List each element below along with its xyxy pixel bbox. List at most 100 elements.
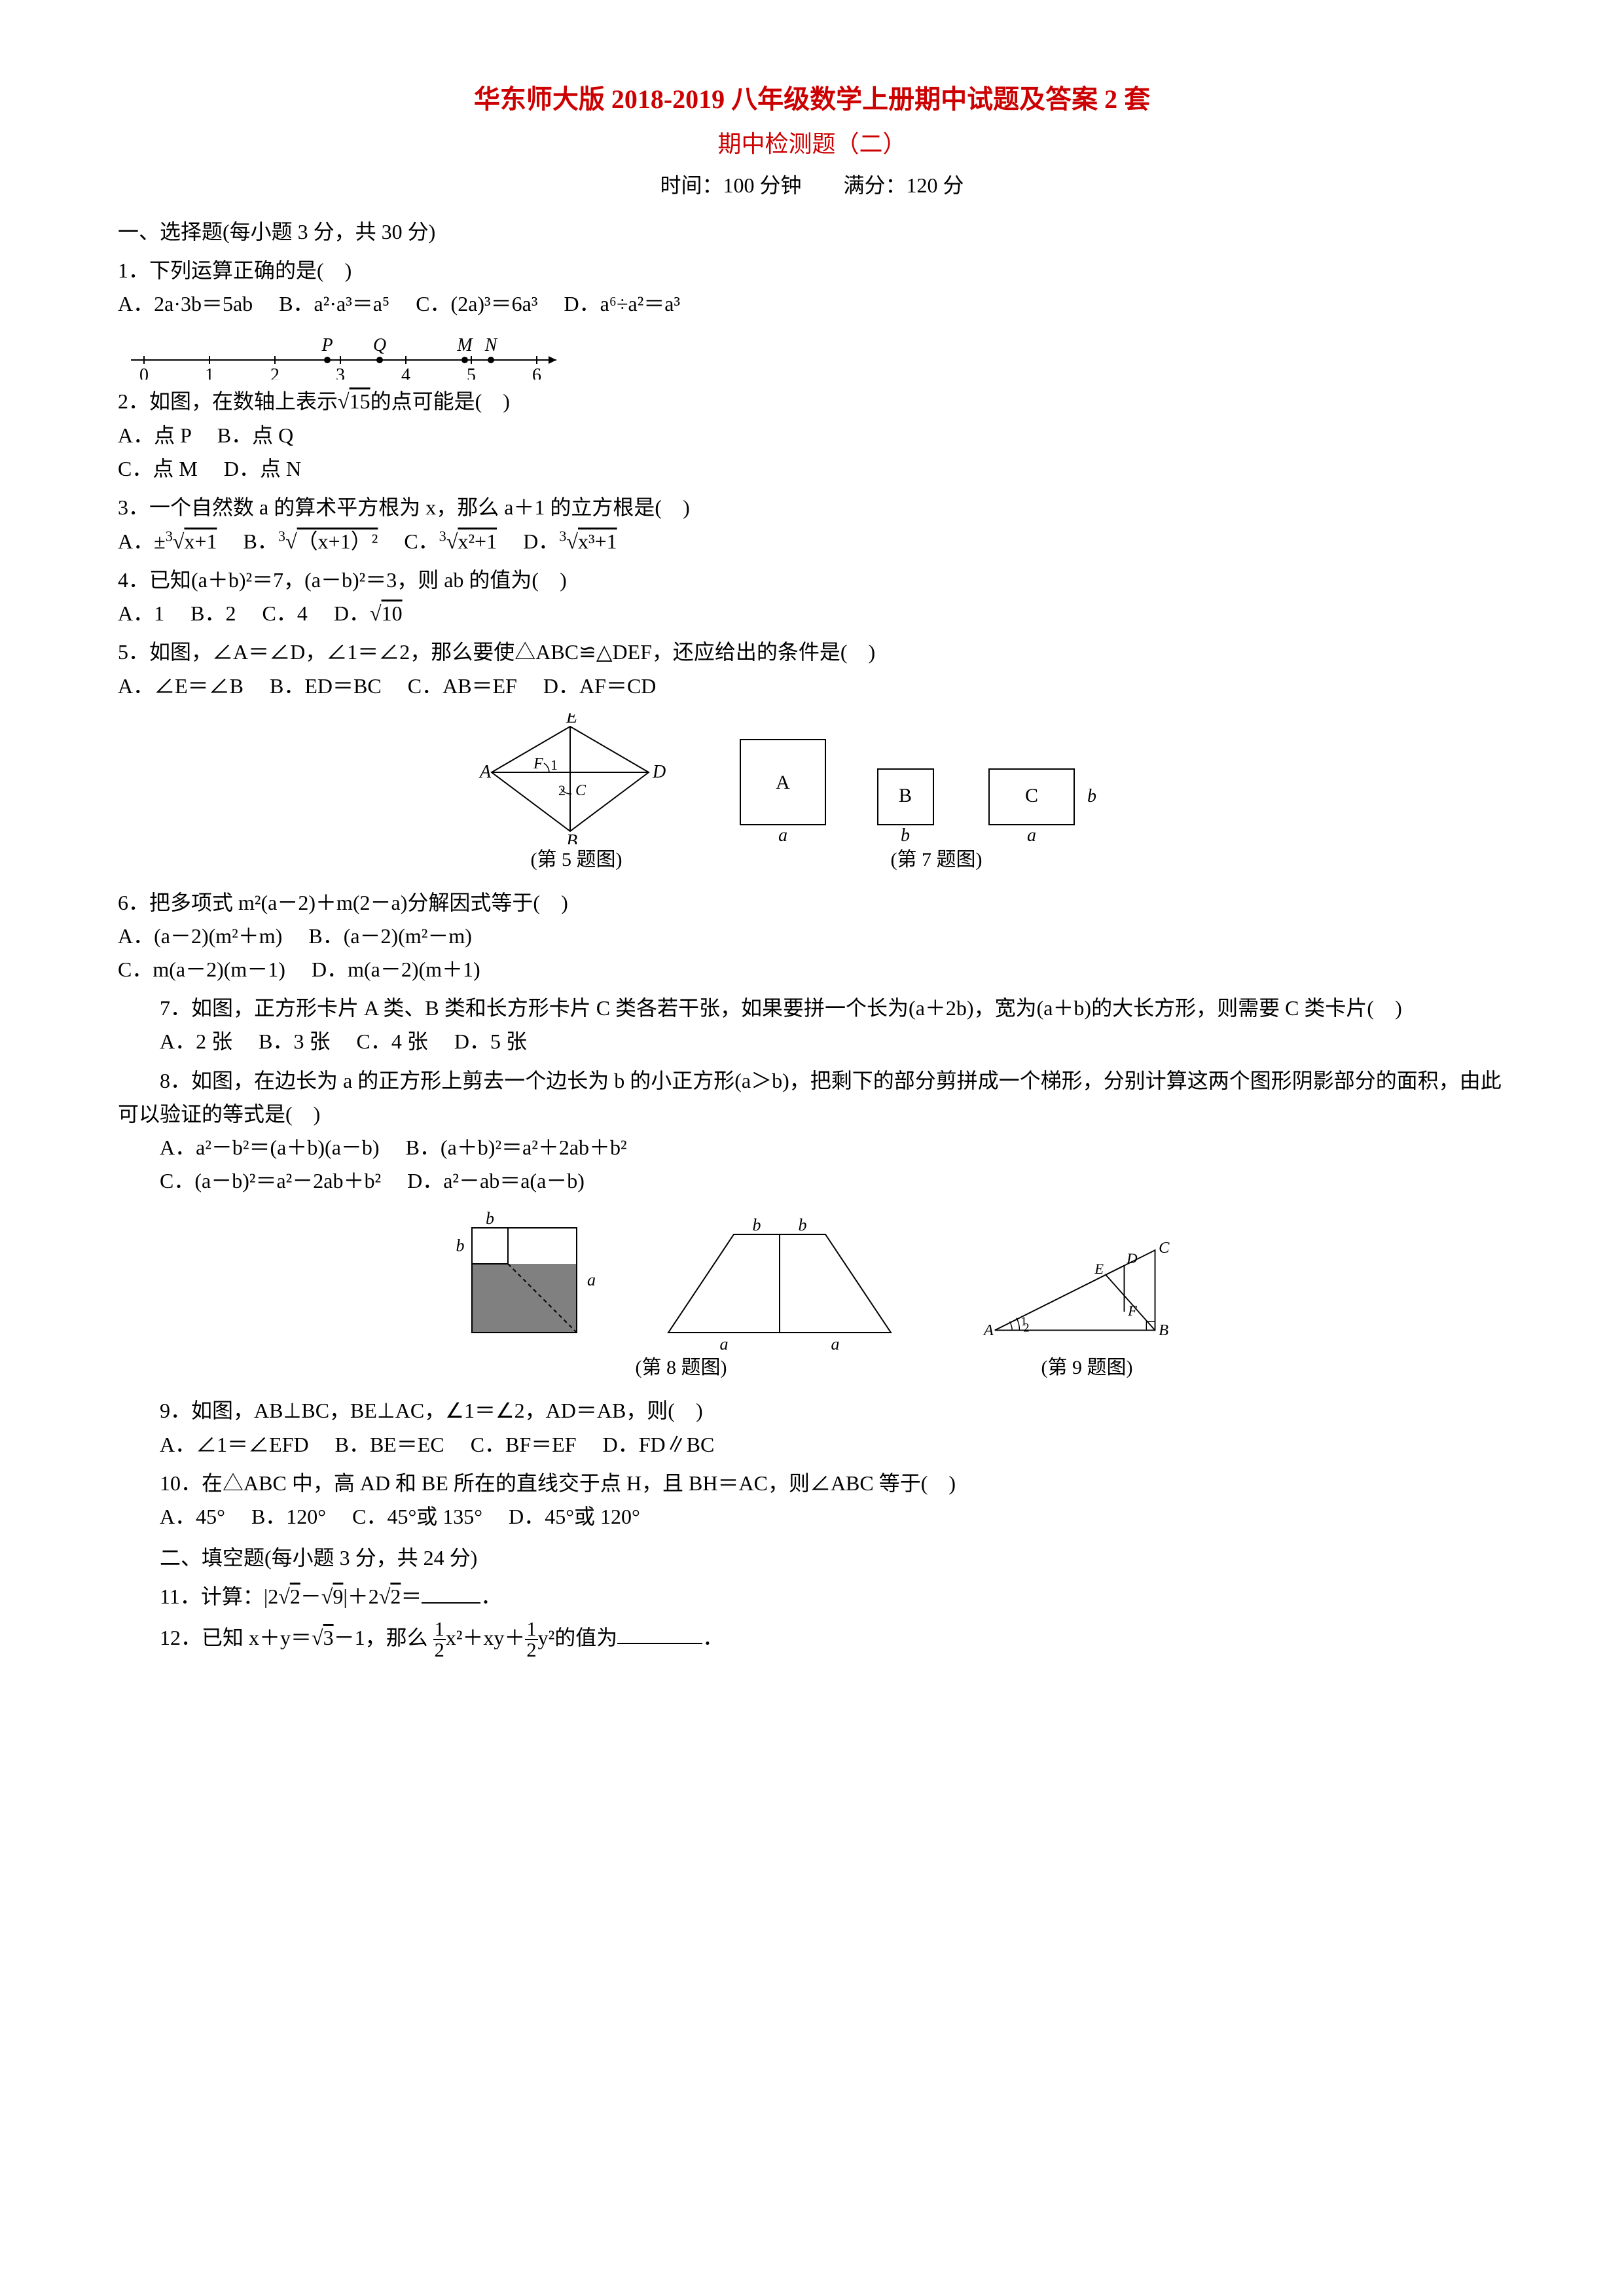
q7-stem: 7．如图，正方形卡片 A 类、B 类和长方形卡片 C 类各若干张，如果要拼一个长… <box>160 996 1402 1020</box>
q12-frac2: 12 <box>525 1619 537 1660</box>
figure-numberline: 0123456PQMN <box>118 321 1506 380</box>
section-1-header: 一、选择题(每小题 3 分，共 30 分) <box>118 215 1506 249</box>
q1-C: C．(2a)³＝6a³ <box>416 292 537 315</box>
caption-fig5: (第 5 题图) <box>531 844 623 876</box>
q11-mid: － <box>300 1585 321 1608</box>
figure-q9: ABCDEF12 <box>983 1234 1192 1352</box>
q12-pre: 12．已知 x＋y＝ <box>160 1625 312 1649</box>
svg-text:C: C <box>575 782 586 799</box>
q10-D: D．45°或 120° <box>509 1505 640 1528</box>
svg-text:B: B <box>1159 1321 1168 1339</box>
svg-text:a: a <box>719 1335 728 1352</box>
q8-opts-2: C．(a－b)²＝a²－2ab＋b² D．a²－ab＝a(a－b) <box>118 1164 1506 1198</box>
svg-text:P: P <box>321 335 333 355</box>
q8-B: B．(a＋b)²＝a²＋2ab＋b² <box>406 1136 627 1159</box>
q11-pre: 11．计算：|2 <box>160 1585 278 1608</box>
svg-text:4: 4 <box>401 365 410 380</box>
q10-B: B．120° <box>251 1505 326 1528</box>
q2-A: A．点 P <box>118 423 191 447</box>
q4-A: A．1 <box>118 601 164 625</box>
q4-D: D．√10 <box>334 601 403 625</box>
q9-options: A．∠1＝∠EFD B．BE＝EC C．BF＝EF D．FD∥BC <box>118 1428 1506 1462</box>
q9-D: D．FD∥BC <box>603 1433 715 1456</box>
q1-D: D．a⁶÷a²＝a³ <box>564 292 680 315</box>
svg-text:0: 0 <box>139 365 149 380</box>
caption-fig7: (第 7 题图) <box>891 844 983 876</box>
caption-fig8: (第 8 题图) <box>636 1352 727 1384</box>
svg-text:Q: Q <box>373 335 386 355</box>
svg-text:b: b <box>752 1215 761 1234</box>
q3-options: A．±3√x+1 B．3√（x+1）² C．3√x²+1 D．3√x³+1 <box>118 524 1506 558</box>
svg-text:b: b <box>798 1215 806 1234</box>
q6-D: D．m(a－2)(m＋1) <box>312 958 480 981</box>
q1-options: A．2a·3b＝5ab B．a²·a³＝a⁵ C．(2a)³＝6a³ D．a⁶÷… <box>118 287 1506 321</box>
svg-text:D: D <box>1126 1250 1137 1266</box>
svg-text:2: 2 <box>270 365 280 380</box>
svg-text:1: 1 <box>205 365 214 380</box>
question-3: 3．一个自然数 a 的算术平方根为 x，那么 a＋1 的立方根是( ) <box>118 491 1506 524</box>
figure-q8: bbabbaa <box>433 1208 930 1352</box>
q9-A: A．∠1＝∠EFD <box>160 1433 309 1456</box>
q4-options: A．1 B．2 C．4 D．√10 <box>118 597 1506 630</box>
q8-A: A．a²－b²＝(a＋b)(a－b) <box>160 1136 380 1159</box>
q10-C: C．45°或 135° <box>352 1505 482 1528</box>
svg-text:2: 2 <box>1023 1321 1029 1335</box>
q12-rad: 3 <box>323 1625 334 1649</box>
q1-stem: 1．下列运算正确的是( ) <box>118 259 352 282</box>
q7-D: D．5 张 <box>454 1030 527 1053</box>
svg-text:a: a <box>1027 825 1036 844</box>
q5-A: A．∠E＝∠B <box>118 674 244 698</box>
q5-B: B．ED＝BC <box>270 674 382 698</box>
svg-text:F: F <box>533 755 543 772</box>
q3-B: B．3√（x+1）² <box>244 529 378 553</box>
question-12: 12．已知 x＋y＝√3－1，那么 12x²＋xy＋12y²的值为． <box>118 1619 1506 1660</box>
section-2-header: 二、填空题(每小题 3 分，共 24 分) <box>118 1541 1506 1575</box>
svg-text:a: a <box>587 1270 596 1289</box>
title-main: 华东师大版 2018-2019 八年级数学上册期中试题及答案 2 套 <box>118 79 1506 120</box>
q12-end: ． <box>702 1625 723 1649</box>
question-10: 10．在△ABC 中，高 AD 和 BE 所在的直线交于点 H，且 BH＝AC，… <box>118 1467 1506 1500</box>
q9-stem: 9．如图，AB⊥BC，BE⊥AC，∠1＝∠2，AD＝AB，则( ) <box>160 1399 703 1422</box>
figure-row-8-9: bbabbaa (第 8 题图) ABCDEF12 (第 9 题图) <box>118 1208 1506 1384</box>
q12-mid: －1，那么 <box>334 1625 433 1649</box>
q3-C: C．3√x²+1 <box>404 529 497 553</box>
svg-text:1: 1 <box>550 757 558 773</box>
question-8: 8．如图，在边长为 a 的正方形上剪去一个边长为 b 的小正方形(a＞b)，把剩… <box>118 1064 1506 1131</box>
svg-text:F: F <box>1127 1302 1137 1319</box>
q11-mid2: |＋2 <box>343 1585 378 1608</box>
svg-text:A: A <box>478 762 492 782</box>
svg-text:E: E <box>566 713 577 727</box>
q2-pre: 2．如图，在数轴上表示 <box>118 389 338 413</box>
q5-options: A．∠E＝∠B B．ED＝BC C．AB＝EF D．AF＝CD <box>118 670 1506 703</box>
question-4: 4．已知(a＋b)²＝7，(a－b)²＝3，则 ab 的值为( ) <box>118 564 1506 597</box>
q10-options: A．45° B．120° C．45°或 135° D．45°或 120° <box>118 1500 1506 1534</box>
question-1: 1．下列运算正确的是( ) <box>118 254 1506 287</box>
q10-A: A．45° <box>160 1505 225 1528</box>
q6-opts-2: C．m(a－2)(m－1) D．m(a－2)(m＋1) <box>118 953 1506 986</box>
q11-rad1: 2 <box>290 1585 300 1608</box>
question-6: 6．把多项式 m²(a－2)＋m(2－a)分解因式等于( ) <box>118 886 1506 920</box>
svg-text:3: 3 <box>336 365 345 380</box>
q11-blank <box>422 1581 480 1604</box>
q3-D: D．3√x³+1 <box>523 529 617 553</box>
svg-text:6: 6 <box>532 365 541 380</box>
title-sub: 期中检测题（二） <box>118 126 1506 164</box>
svg-text:a: a <box>778 825 787 844</box>
q2-opts-1: A．点 P B．点 Q <box>118 419 1506 452</box>
q11-end: ． <box>480 1585 501 1608</box>
svg-text:5: 5 <box>467 365 476 380</box>
svg-text:D: D <box>652 762 666 782</box>
figure-q5: AEDBFC12 <box>478 713 675 844</box>
q2-opts-2: C．点 M D．点 N <box>118 452 1506 486</box>
svg-text:b: b <box>456 1236 464 1255</box>
svg-text:C: C <box>1024 785 1038 806</box>
q6-opts-1: A．(a－2)(m²＋m) B．(a－2)(m²－m) <box>118 920 1506 953</box>
q11-post: ＝ <box>401 1585 422 1608</box>
q12-t1: x²＋xy＋ <box>446 1625 526 1649</box>
q3-A: A．±3√x+1 <box>118 529 217 553</box>
q7-B: B．3 张 <box>259 1030 330 1053</box>
q5-D: D．AF＝CD <box>543 674 656 698</box>
q1-B: B．a²·a³＝a⁵ <box>279 292 389 315</box>
q7-options: A．2 张 B．3 张 C．4 张 D．5 张 <box>118 1025 1506 1058</box>
question-2: 2．如图，在数轴上表示√15的点可能是( ) <box>118 385 1506 418</box>
